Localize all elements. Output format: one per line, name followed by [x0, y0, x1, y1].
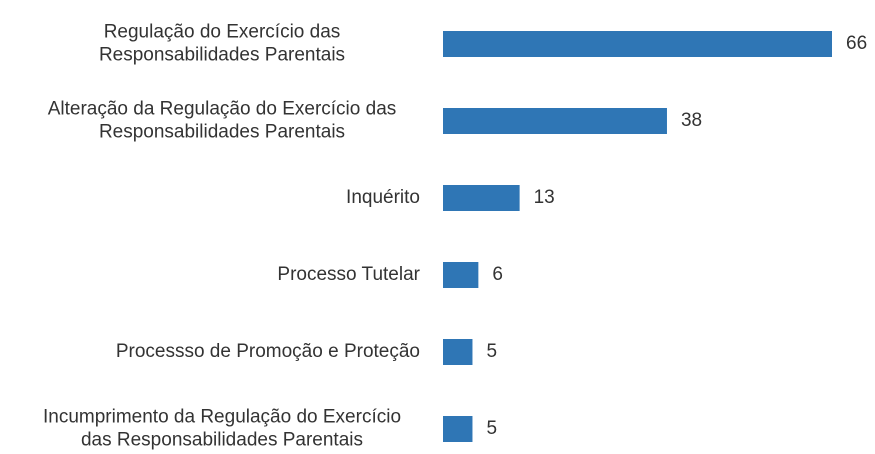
value-label: 6	[492, 264, 503, 285]
category-label: Inquérito	[346, 187, 420, 208]
value-label: 5	[486, 418, 497, 439]
category-label: Alteração da Regulação do Exercício das	[48, 99, 397, 120]
value-label: 13	[534, 187, 555, 208]
category-label: Processo Tutelar	[277, 264, 420, 285]
bar	[443, 31, 832, 57]
value-label: 66	[846, 33, 867, 54]
category-label: Responsabilidades Parentais	[99, 45, 345, 66]
category-label: Regulação do Exercício das	[104, 22, 341, 43]
bar	[443, 108, 667, 134]
category-label: das Responsabilidades Parentais	[81, 430, 363, 451]
category-label: Incumprimento da Regulação do Exercício	[43, 407, 401, 428]
value-label: 5	[486, 341, 497, 362]
bar	[443, 262, 479, 288]
category-label: Responsabilidades Parentais	[99, 122, 345, 143]
value-label: 38	[681, 110, 702, 131]
bar	[443, 185, 520, 211]
bar	[443, 416, 473, 442]
category-label: Processso de Promoção e Proteção	[116, 341, 420, 362]
bar	[443, 339, 473, 365]
